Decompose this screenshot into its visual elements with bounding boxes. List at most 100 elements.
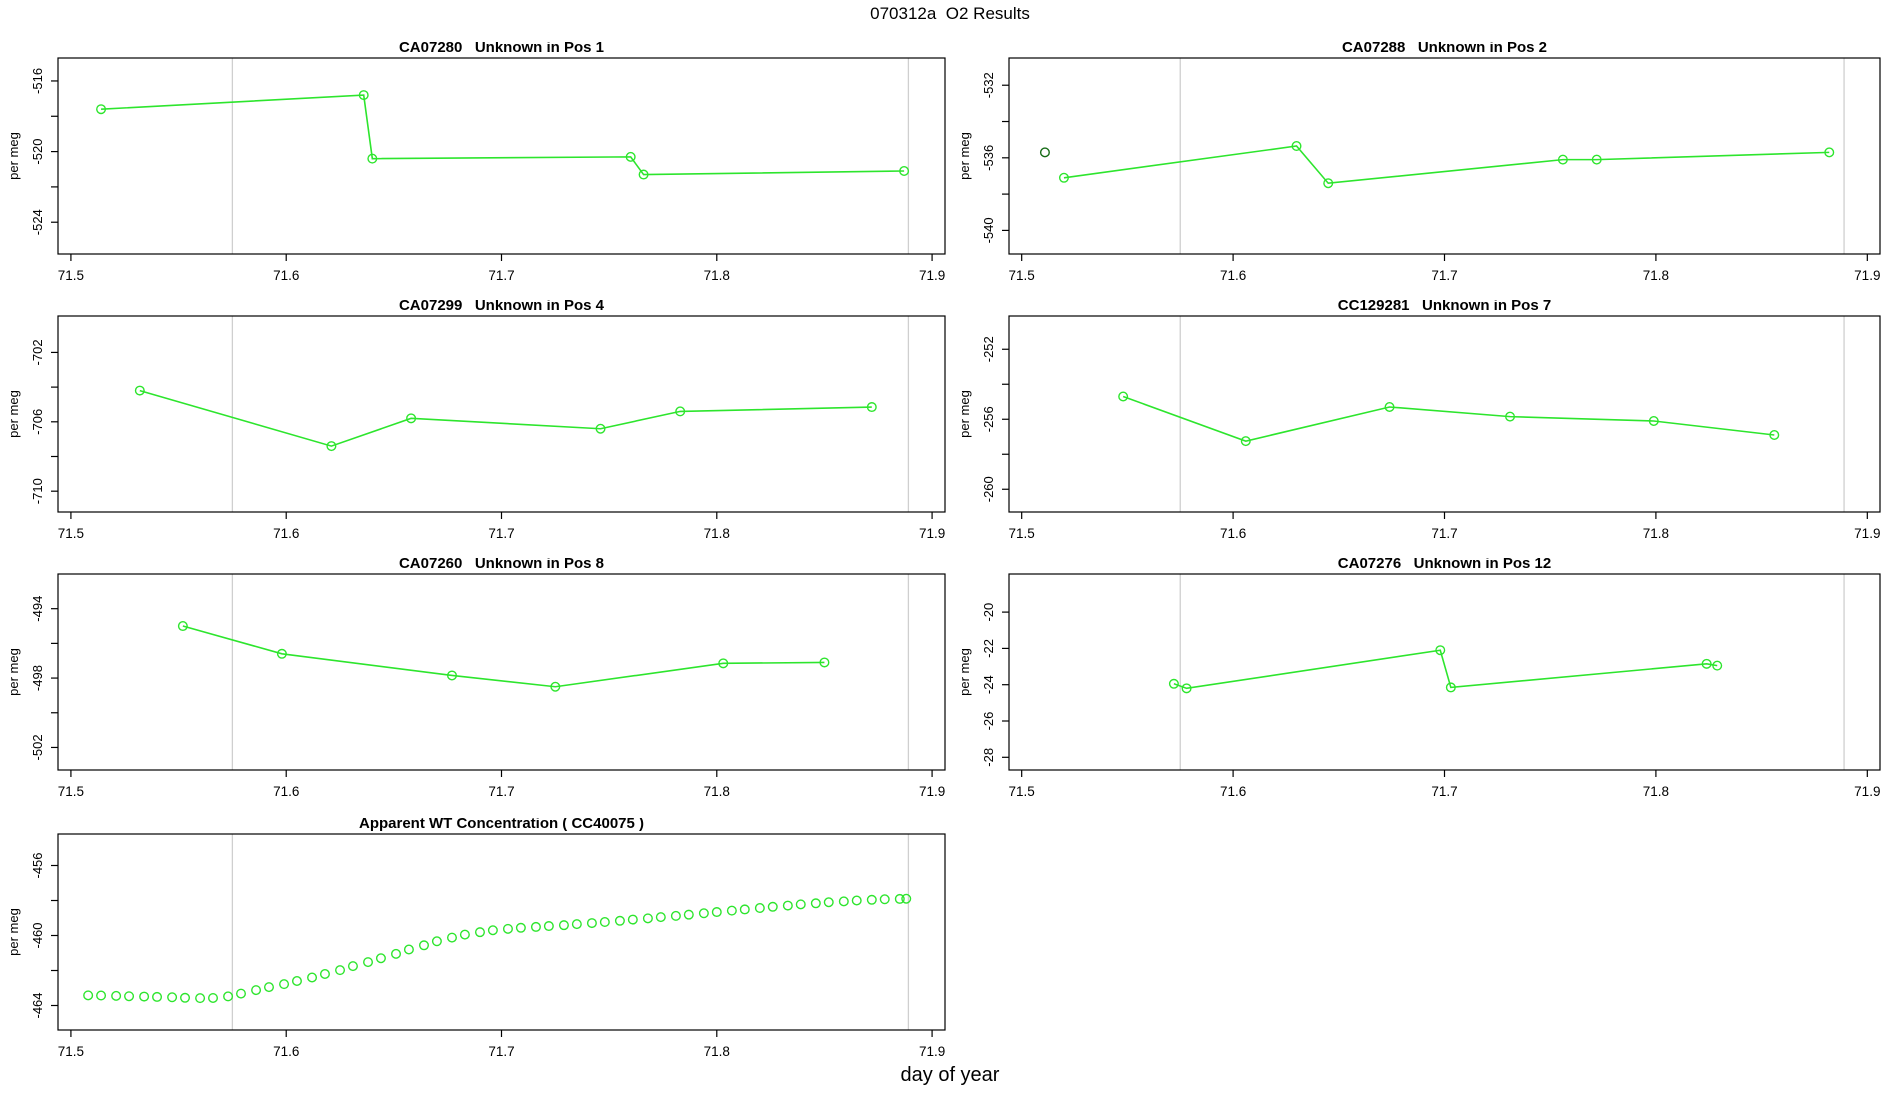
plot-box: [57, 573, 946, 771]
data-point: [739, 904, 750, 915]
y-tick-label: -498: [30, 665, 45, 691]
plot-box: [1008, 315, 1881, 513]
y-tick-label: -20: [981, 603, 996, 622]
data-point: [1591, 154, 1602, 165]
data-point: [530, 921, 541, 932]
data-point: [599, 917, 610, 928]
data-point: [1240, 436, 1251, 447]
reference-vlines: [1179, 574, 1845, 770]
data-point: [291, 975, 302, 986]
data-point: [627, 914, 638, 925]
x-tick-label: 71.5: [58, 1044, 84, 1059]
data-point: [502, 923, 513, 934]
data-series-runs: [1058, 141, 1835, 189]
data-series-runs: [134, 385, 877, 452]
chart-panel-wt-concentration: Apparent WT Concentration ( CC40075 ) -46…: [0, 815, 950, 1071]
reference-vlines: [231, 574, 910, 770]
panel-title: CA07260 Unknown in Pos 8: [399, 558, 604, 572]
data-point: [866, 402, 877, 413]
data-point: [767, 901, 778, 912]
plot-box: [57, 57, 946, 255]
data-point: [642, 913, 653, 924]
panel-title: CA07288 Unknown in Pos 2: [1342, 42, 1547, 56]
x-tick-label: 71.6: [1220, 526, 1246, 541]
data-point: [358, 90, 369, 101]
data-point: [515, 922, 526, 933]
x-tick-label: 71.8: [1643, 268, 1669, 283]
y-tick-label: -532: [981, 72, 996, 98]
x-tick-label: 71.9: [919, 268, 945, 283]
data-point: [152, 991, 163, 1002]
data-point: [638, 169, 649, 180]
data-point: [279, 979, 290, 990]
y-tick-label: -256: [981, 406, 996, 432]
data-point: [111, 990, 122, 1001]
data-point: [1291, 141, 1302, 152]
data-point: [625, 151, 636, 162]
data-series-runs: [1168, 645, 1723, 694]
data-point: [1712, 660, 1723, 671]
y-axis-title: per meg: [6, 908, 21, 956]
data-point: [180, 992, 191, 1003]
data-point: [406, 413, 417, 424]
y-axis: -524 -520 -516 per meg: [6, 68, 58, 235]
data-point: [363, 957, 374, 968]
x-axis-label: day of year: [900, 1064, 1000, 1086]
reference-vlines: [1179, 316, 1845, 512]
data-series-runs: [96, 90, 910, 180]
y-tick-label: -524: [30, 209, 45, 235]
y-axis: -260 -256 -252 per meg: [957, 336, 1009, 502]
data-point: [851, 895, 862, 906]
x-axis: 71.5 71.6 71.7 71.8 71.9: [1009, 512, 1880, 541]
x-tick-label: 71.7: [1431, 784, 1457, 799]
panel-title: CA07280 Unknown in Pos 1: [399, 42, 604, 56]
data-point: [474, 927, 485, 938]
data-point: [367, 153, 378, 164]
reference-vlines: [231, 58, 910, 254]
data-point: [1181, 683, 1192, 694]
data-point: [263, 982, 274, 993]
x-axis: 71.5 71.6 71.7 71.8 71.9: [58, 512, 945, 541]
chart-panel-CA07276: CA07276 Unknown in Pos 12 -28 -26 -24 -22 -20…: [950, 555, 1900, 811]
x-tick-label: 71.6: [1220, 784, 1246, 799]
y-tick-label: -702: [30, 339, 45, 365]
data-point: [866, 894, 877, 905]
x-axis: 71.5 71.6 71.7 71.8 71.9: [58, 770, 945, 799]
y-tick-label: -516: [30, 68, 45, 94]
data-point: [894, 893, 905, 904]
data-point: [319, 968, 330, 979]
data-point: [1648, 415, 1659, 426]
data-point: [1168, 678, 1179, 689]
x-tick-label: 71.6: [1220, 268, 1246, 283]
y-tick-label: -502: [30, 734, 45, 760]
data-point: [1557, 154, 1568, 165]
chart-panel-CC129281: CC129281 Unknown in Pos 7 -260 -256 -252 per…: [950, 297, 1900, 553]
data-point: [1058, 172, 1069, 183]
data-point: [418, 940, 429, 951]
y-tick-label: -520: [30, 139, 45, 165]
x-tick-label: 71.6: [273, 784, 299, 799]
y-axis-title: per meg: [6, 132, 21, 180]
data-point: [459, 929, 470, 940]
data-point: [1435, 645, 1446, 656]
y-tick-label: -260: [981, 476, 996, 502]
data-point: [754, 903, 765, 914]
x-tick-label: 71.7: [488, 268, 514, 283]
figure-title: 070312a O2 Results: [870, 4, 1030, 23]
data-point: [375, 953, 386, 964]
data-point: [698, 908, 709, 919]
x-tick-label: 71.5: [58, 268, 84, 283]
data-point: [177, 621, 188, 632]
x-tick-label: 71.9: [919, 1044, 945, 1059]
y-axis-title: per meg: [957, 648, 972, 696]
y-tick-label: -456: [30, 852, 45, 878]
data-point: [711, 907, 722, 918]
y-tick-label: -252: [981, 336, 996, 362]
reference-vlines: [231, 834, 910, 1030]
y-axis: -710 -706 -702 per meg: [6, 339, 58, 504]
data-point: [901, 893, 912, 904]
data-point: [251, 985, 262, 996]
x-axis: 71.5 71.6 71.7 71.8 71.9: [1009, 770, 1880, 799]
y-tick-label: -494: [30, 596, 45, 622]
chart-panel-CA07280: CA07280 Unknown in Pos 1 -524 -520 -516 per …: [0, 39, 950, 295]
